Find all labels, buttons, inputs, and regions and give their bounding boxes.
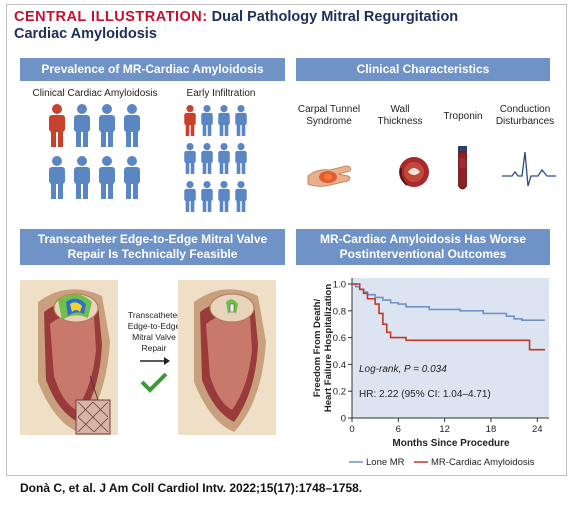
troponin-label: Troponin — [443, 111, 483, 122]
legend-label-mr-ca: MR-Cardiac Amyloidosis — [431, 457, 535, 468]
logrank-annotation: Log-rank, P = 0.034 — [359, 364, 447, 375]
clinical-characteristics-banner: Clinical Characteristics — [296, 58, 550, 81]
x-axis-label: Months Since Procedure — [392, 438, 510, 449]
thick-wall-heart-icon — [399, 157, 429, 187]
y-tick-label: 0.4 — [333, 360, 346, 371]
person-icon — [218, 181, 230, 212]
person-icon — [235, 143, 247, 174]
person-icon — [49, 156, 65, 199]
person-icon — [218, 143, 230, 174]
carpal-tunnel-label: Carpal Tunnel Syndrome — [297, 104, 361, 127]
title-line-1: Dual Pathology Mitral Regurgitation — [211, 9, 459, 25]
y-tick-label: 0.2 — [333, 387, 346, 398]
person-icon — [99, 104, 115, 147]
x-tick-label: 24 — [532, 424, 543, 435]
checkmark-icon — [140, 372, 168, 393]
legend-label-lone-mr: Lone MR — [366, 457, 405, 468]
person-icon — [218, 105, 230, 136]
teer-arrow-line-4: Repair — [141, 343, 166, 353]
central-illustration-label: CENTRAL ILLUSTRATION: — [14, 9, 208, 25]
person-icon — [235, 105, 247, 136]
heart-after-teer-icon — [178, 280, 276, 435]
illustration-title: CENTRAL ILLUSTRATION: Dual Pathology Mit… — [14, 9, 554, 43]
y-tick-label: 0.8 — [333, 306, 346, 317]
conduction-disturbances-label: Conduction Disturbances — [495, 104, 555, 127]
right-arrow-icon — [140, 357, 170, 365]
ecg-waveform-icon — [502, 151, 556, 187]
x-tick-label: 12 — [439, 424, 450, 435]
teer-illustration: Transcatheter Edge-to-Edge Mitral Valve … — [20, 280, 276, 435]
x-tick-label: 18 — [486, 424, 497, 435]
y-tick-label: 0.6 — [333, 333, 346, 344]
early-infiltration-label: Early Infiltration — [186, 88, 256, 99]
y-axis-label-line-2: Heart Failure Hospitalization — [323, 284, 334, 412]
plot-background — [352, 278, 549, 418]
y-tick-label: 0 — [341, 414, 346, 425]
title-line-2: Cardiac Amyloidosis — [14, 26, 157, 42]
hand-icon — [307, 165, 351, 187]
teer-banner: Transcatheter Edge-to-Edge Mitral Valve R… — [20, 229, 285, 265]
person-icon — [184, 143, 196, 174]
heart-before-teer-icon — [20, 280, 118, 435]
person-icon — [184, 181, 196, 212]
person-highlighted-icon — [184, 105, 196, 136]
person-icon — [124, 156, 140, 199]
person-icon — [99, 156, 115, 199]
citation: Donà C, et al. J Am Coll Cardiol Intv. 2… — [20, 481, 363, 495]
x-tick-label: 6 — [396, 424, 401, 435]
person-icon — [201, 181, 213, 212]
y-axis-label-line-1: Freedom From Death/ — [312, 299, 323, 398]
teer-arrow-line-2: Edge-to-Edge — [128, 321, 181, 331]
test-tube-icon — [458, 146, 467, 190]
person-icon — [74, 104, 90, 147]
clinical-icons — [307, 146, 556, 190]
teer-arrow-line-1: Transcatheter — [128, 310, 180, 320]
person-icon — [124, 104, 140, 147]
person-icon — [235, 181, 247, 212]
person-icon — [201, 143, 213, 174]
prevalence-banner: Prevalence of MR-Cardiac Amyloidosis — [20, 58, 285, 81]
person-icon — [74, 156, 90, 199]
clinical-amyloidosis-label: Clinical Cardiac Amyloidosis — [32, 88, 158, 99]
hazard-ratio-annotation: HR: 2.22 (95% CI: 1.04–4.71) — [359, 389, 491, 400]
series-line-mr-cardiac-amyloidosis — [352, 283, 545, 351]
outcomes-banner: MR-Cardiac Amyloidosis Has Worse Postinte… — [296, 229, 550, 265]
person-icon — [201, 105, 213, 136]
wall-thickness-label: Wall Thickness — [377, 104, 423, 127]
teer-arrow-line-3: Mitral Valve — [132, 332, 176, 342]
y-tick-label: 1.0 — [333, 280, 346, 291]
person-highlighted-icon — [49, 104, 65, 147]
x-tick-label: 0 — [349, 424, 354, 435]
